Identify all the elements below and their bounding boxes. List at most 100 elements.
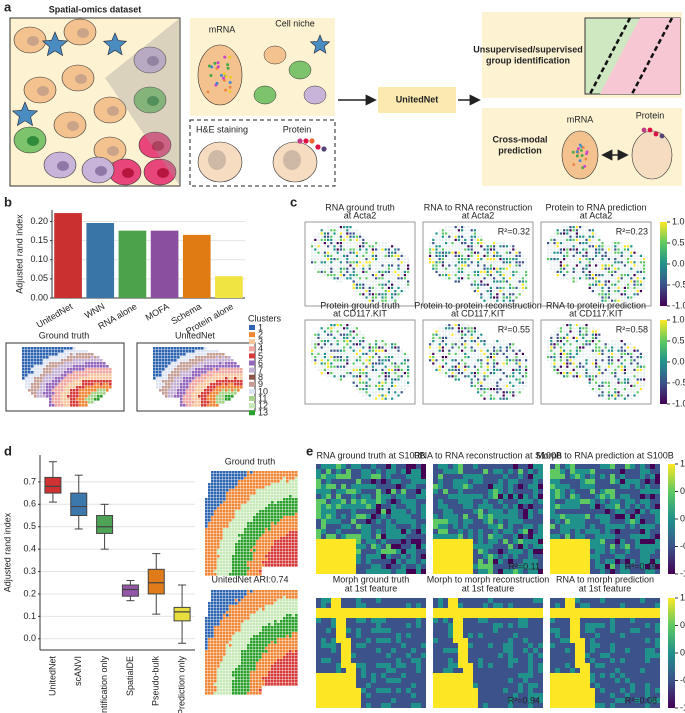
spot: [352, 375, 355, 378]
cluster-spot: [253, 510, 256, 513]
spot: [461, 333, 464, 336]
spot: [461, 343, 464, 346]
spot: [317, 352, 320, 355]
spot: [607, 293, 610, 296]
spot: [467, 232, 470, 235]
spot: [489, 378, 492, 381]
spot: [579, 359, 582, 362]
cluster-spot: [97, 383, 100, 386]
cluster-spot: [156, 350, 159, 353]
cluster-spot: [73, 353, 76, 356]
spot: [575, 352, 578, 355]
spot: [483, 258, 486, 261]
cluster-spot: [198, 386, 201, 389]
spot: [365, 248, 368, 251]
spot: [627, 261, 630, 264]
spot: [477, 283, 480, 286]
spot: [355, 365, 358, 368]
cluster-spot: [79, 350, 82, 353]
spot: [630, 296, 633, 299]
spot: [579, 340, 582, 343]
spot: [333, 336, 336, 339]
spot: [464, 356, 467, 359]
y-tick-label: 0.1: [23, 611, 36, 621]
spot: [378, 362, 381, 365]
cluster-spot: [162, 365, 165, 368]
spot: [486, 394, 489, 397]
spot: [623, 283, 626, 286]
spot: [311, 359, 314, 362]
cluster-spot: [271, 513, 274, 516]
spot: [438, 245, 441, 248]
spot: [336, 327, 339, 330]
spot: [330, 368, 333, 371]
spot: [375, 375, 378, 378]
cluster-spot: [61, 347, 64, 350]
cluster-spot: [168, 395, 171, 398]
spot: [336, 340, 339, 343]
spot: [483, 261, 486, 264]
spot: [607, 261, 610, 264]
spot: [483, 283, 486, 286]
cluster-spot: [180, 377, 183, 380]
spot: [623, 394, 626, 397]
cluster-spot: [292, 483, 295, 486]
spot: [375, 362, 378, 365]
spot: [365, 340, 368, 343]
spot: [636, 388, 639, 391]
spot: [582, 251, 585, 254]
spot: [349, 251, 352, 254]
spot: [572, 362, 575, 365]
spot: [375, 381, 378, 384]
spot: [480, 349, 483, 352]
spot: [330, 346, 333, 349]
cluster-spot: [244, 477, 247, 480]
spot: [384, 264, 387, 267]
spot: [489, 359, 492, 362]
spot: [588, 286, 591, 289]
cluster-spot: [259, 492, 262, 495]
spot: [518, 365, 521, 368]
spot: [473, 290, 476, 293]
cluster-spot: [82, 389, 85, 392]
spot: [317, 254, 320, 257]
spot: [451, 238, 454, 241]
spot: [525, 375, 528, 378]
subplot-title: Protein to RNA prediction: [545, 202, 646, 212]
cluster-spot: [58, 401, 61, 404]
cluster-spot: [189, 359, 192, 362]
spot: [607, 296, 610, 299]
cluster-spot: [265, 489, 268, 492]
spot: [601, 267, 604, 270]
spot: [438, 264, 441, 267]
spot: [509, 245, 512, 248]
spot: [454, 280, 457, 283]
spot: [381, 242, 384, 245]
spot: [617, 349, 620, 352]
cluster-spot: [231, 371, 234, 374]
spot: [317, 359, 320, 362]
spot: [320, 349, 323, 352]
spot: [595, 346, 598, 349]
spot: [588, 242, 591, 245]
cluster-spot: [174, 365, 177, 368]
cluster-spot: [94, 380, 97, 383]
mrna-dot: [575, 154, 579, 158]
spot: [620, 356, 623, 359]
cluster-spot: [43, 380, 46, 383]
spot: [623, 299, 626, 302]
cluster-spot: [280, 522, 283, 525]
cluster-spot: [22, 368, 25, 371]
spot: [464, 261, 467, 264]
spot: [611, 362, 614, 365]
panel-label: d: [4, 443, 12, 458]
spot: [397, 381, 400, 384]
spot: [598, 235, 601, 238]
spot: [397, 362, 400, 365]
cluster-spot: [235, 492, 238, 495]
cluster-spot: [210, 404, 213, 407]
spot: [505, 245, 508, 248]
spot: [489, 274, 492, 277]
subplot-title: Protein to protein reconstruction: [414, 300, 542, 310]
cluster-spot: [247, 486, 250, 489]
